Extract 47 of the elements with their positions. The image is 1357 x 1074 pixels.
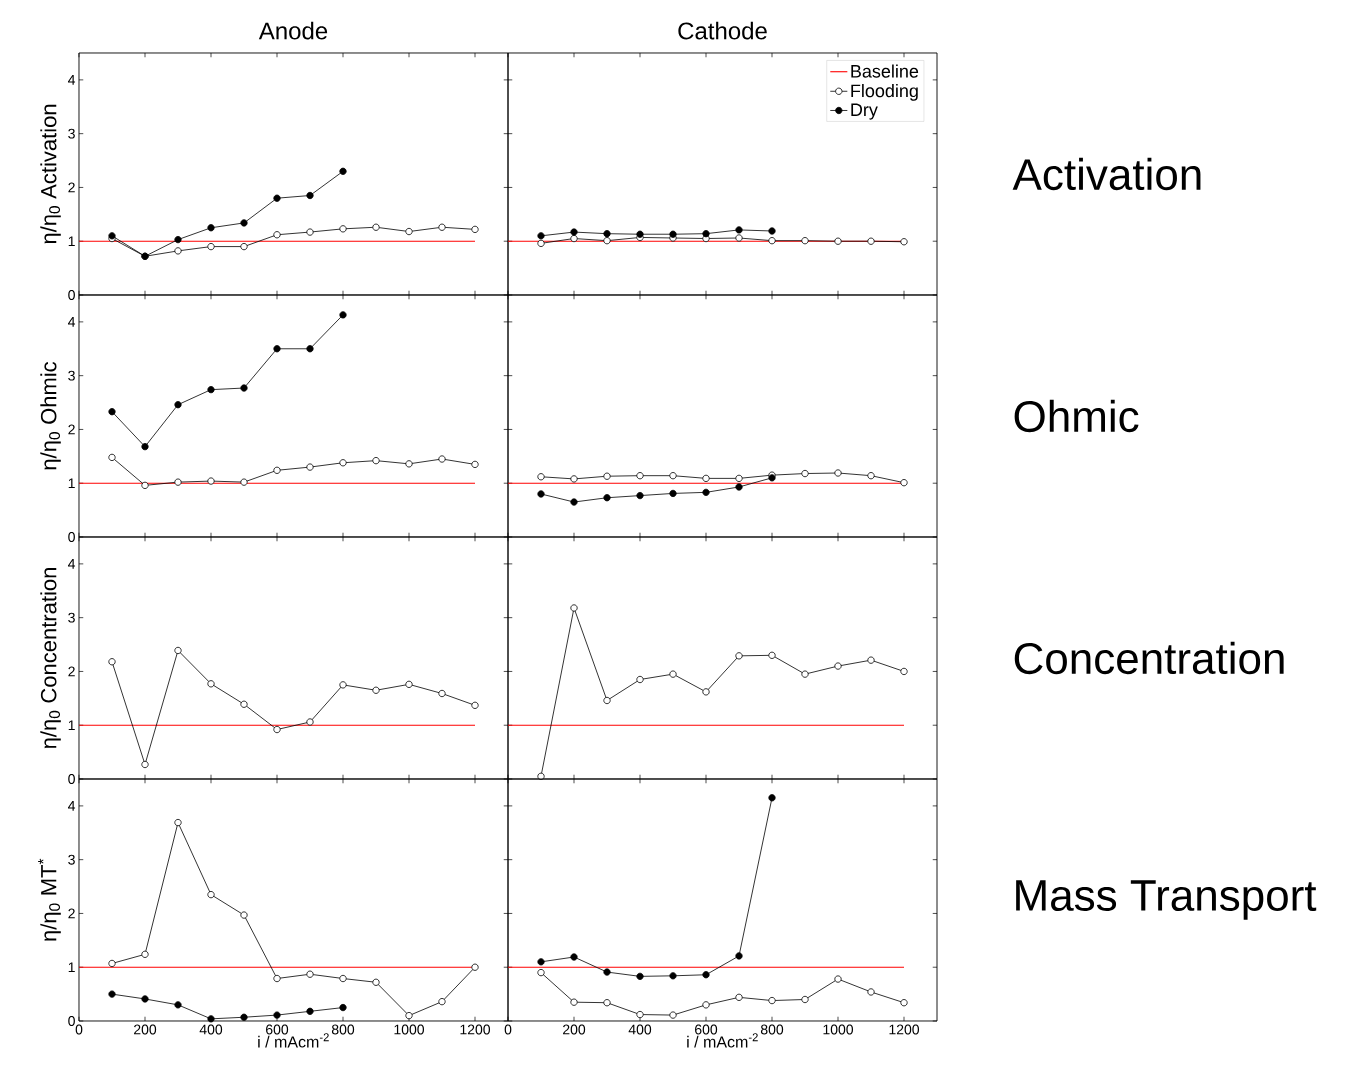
y2-axis-title: Concentration (1014, 641, 1284, 675)
x-tick-label: 400 (199, 1024, 223, 1035)
x-tick-label: 800 (331, 1024, 355, 1035)
x-tick-label: 600 (695, 1024, 718, 1035)
x-tick-label: 0 (504, 1024, 512, 1035)
y-axis-title: η/η$_{0}$ Ohmic (40, 361, 61, 470)
x-tick-label: 800 (760, 1024, 784, 1035)
y-tick-label: 2 (68, 182, 75, 193)
legend-label: Baseline (851, 64, 919, 78)
y-tick-label: 3 (68, 370, 75, 381)
y-tick-label: 0 (68, 290, 75, 300)
y-tick-label: 3 (68, 854, 75, 865)
legend-label: Flooding (851, 83, 918, 101)
y-tick-label: 3 (68, 612, 75, 623)
y-tick-label: 3 (68, 128, 75, 139)
y-tick-label: 1 (68, 962, 75, 973)
chart-title: Anode (258, 21, 328, 40)
y-tick-label: 0 (68, 532, 75, 542)
legend-label: Dry (851, 103, 878, 120)
x-tick-label: 600 (266, 1024, 289, 1035)
x-tick-label: 0 (75, 1024, 83, 1035)
y-axis-title: η/η$_{0}$ MT$^{*}$ (38, 858, 61, 941)
y-tick-label: 2 (68, 424, 75, 435)
chart-title: Cathode (678, 21, 767, 40)
y-axis-title: η/η$_{0}$ Activation (40, 104, 61, 244)
y-tick-label: 2 (68, 908, 75, 919)
x-tick-label: 1200 (460, 1024, 491, 1035)
x-tick-label: 200 (134, 1024, 157, 1035)
y-tick-label: 2 (68, 666, 75, 677)
y2-axis-title: Activation (1012, 157, 1201, 191)
y-tick-label: 4 (68, 801, 76, 811)
y-tick-label: 1 (68, 236, 75, 247)
y-tick-label: 1 (68, 720, 75, 731)
y2-axis-title: Ohmic (1014, 399, 1139, 433)
y-tick-label: 4 (68, 559, 76, 569)
x-tick-label: 200 (563, 1024, 586, 1035)
y-tick-label: 0 (68, 1016, 75, 1026)
x-tick-label: 1000 (394, 1024, 425, 1035)
y-tick-label: 4 (68, 75, 76, 85)
x-tick-label: 1000 (823, 1024, 854, 1035)
y2-axis-title: Mass Transport (1016, 880, 1317, 920)
y-tick-label: 0 (68, 774, 75, 784)
x-tick-label: 400 (628, 1024, 652, 1035)
y-tick-label: 1 (68, 478, 75, 489)
y-tick-label: 4 (68, 317, 76, 327)
y-axis-title: η/η$_{0}$ Concentration (40, 568, 61, 749)
x-tick-label: 1200 (889, 1024, 920, 1035)
